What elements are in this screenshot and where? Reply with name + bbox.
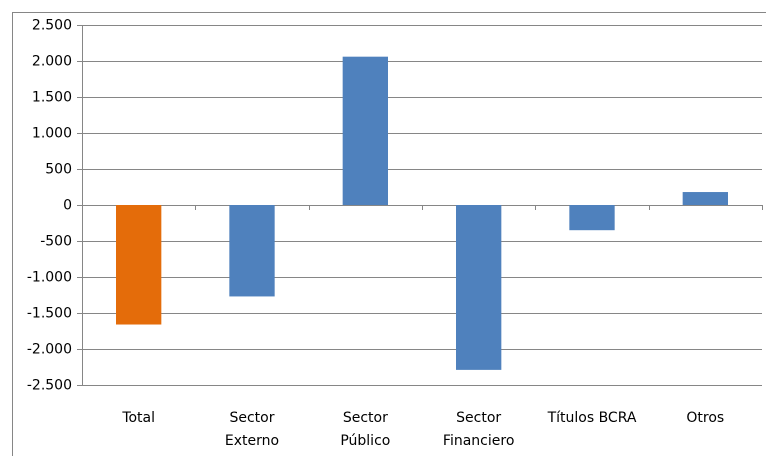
x-tick-label: Total [121,410,155,426]
x-tick-label: Sector Público [340,410,390,449]
y-tick-label: 2.000 [32,54,72,70]
bar [342,56,388,206]
y-tick-label: 2.500 [32,18,72,34]
x-tick-label: Sector Financiero [443,410,514,449]
y-tick-label: 1.000 [32,126,72,142]
x-tick-label-line: Sector [343,410,388,426]
bar [456,205,502,370]
bar [229,205,275,297]
x-tick-label-line: Sector [456,410,501,426]
y-tick-label: -2.000 [27,342,72,358]
bar [569,205,615,231]
y-tick-label: 0 [63,198,72,214]
x-tick-label-line: Total [121,410,155,426]
y-tick-label: -1.500 [27,306,72,322]
y-tick-label: -500 [40,234,72,250]
x-tick-label-line: Financiero [443,433,514,449]
y-tick-label: 500 [45,162,72,178]
x-tick-label-line: Otros [686,410,724,426]
y-tick-label: 1.500 [32,90,72,106]
x-tick-label-line: Títulos BCRA [547,410,637,426]
x-tick-label: Otros [686,410,724,426]
y-tick-label: -2.500 [27,378,72,394]
x-tick-label-line: Sector [229,410,274,426]
chart-frame [12,12,766,456]
x-tick-label: Títulos BCRA [547,410,637,426]
x-tick-label-line: Externo [225,433,279,449]
bar [116,205,162,325]
x-tick-label: Sector Externo [225,410,279,449]
bar [682,192,728,205]
y-tick-label: -1.000 [27,270,72,286]
x-tick-label-line: Público [340,433,390,449]
